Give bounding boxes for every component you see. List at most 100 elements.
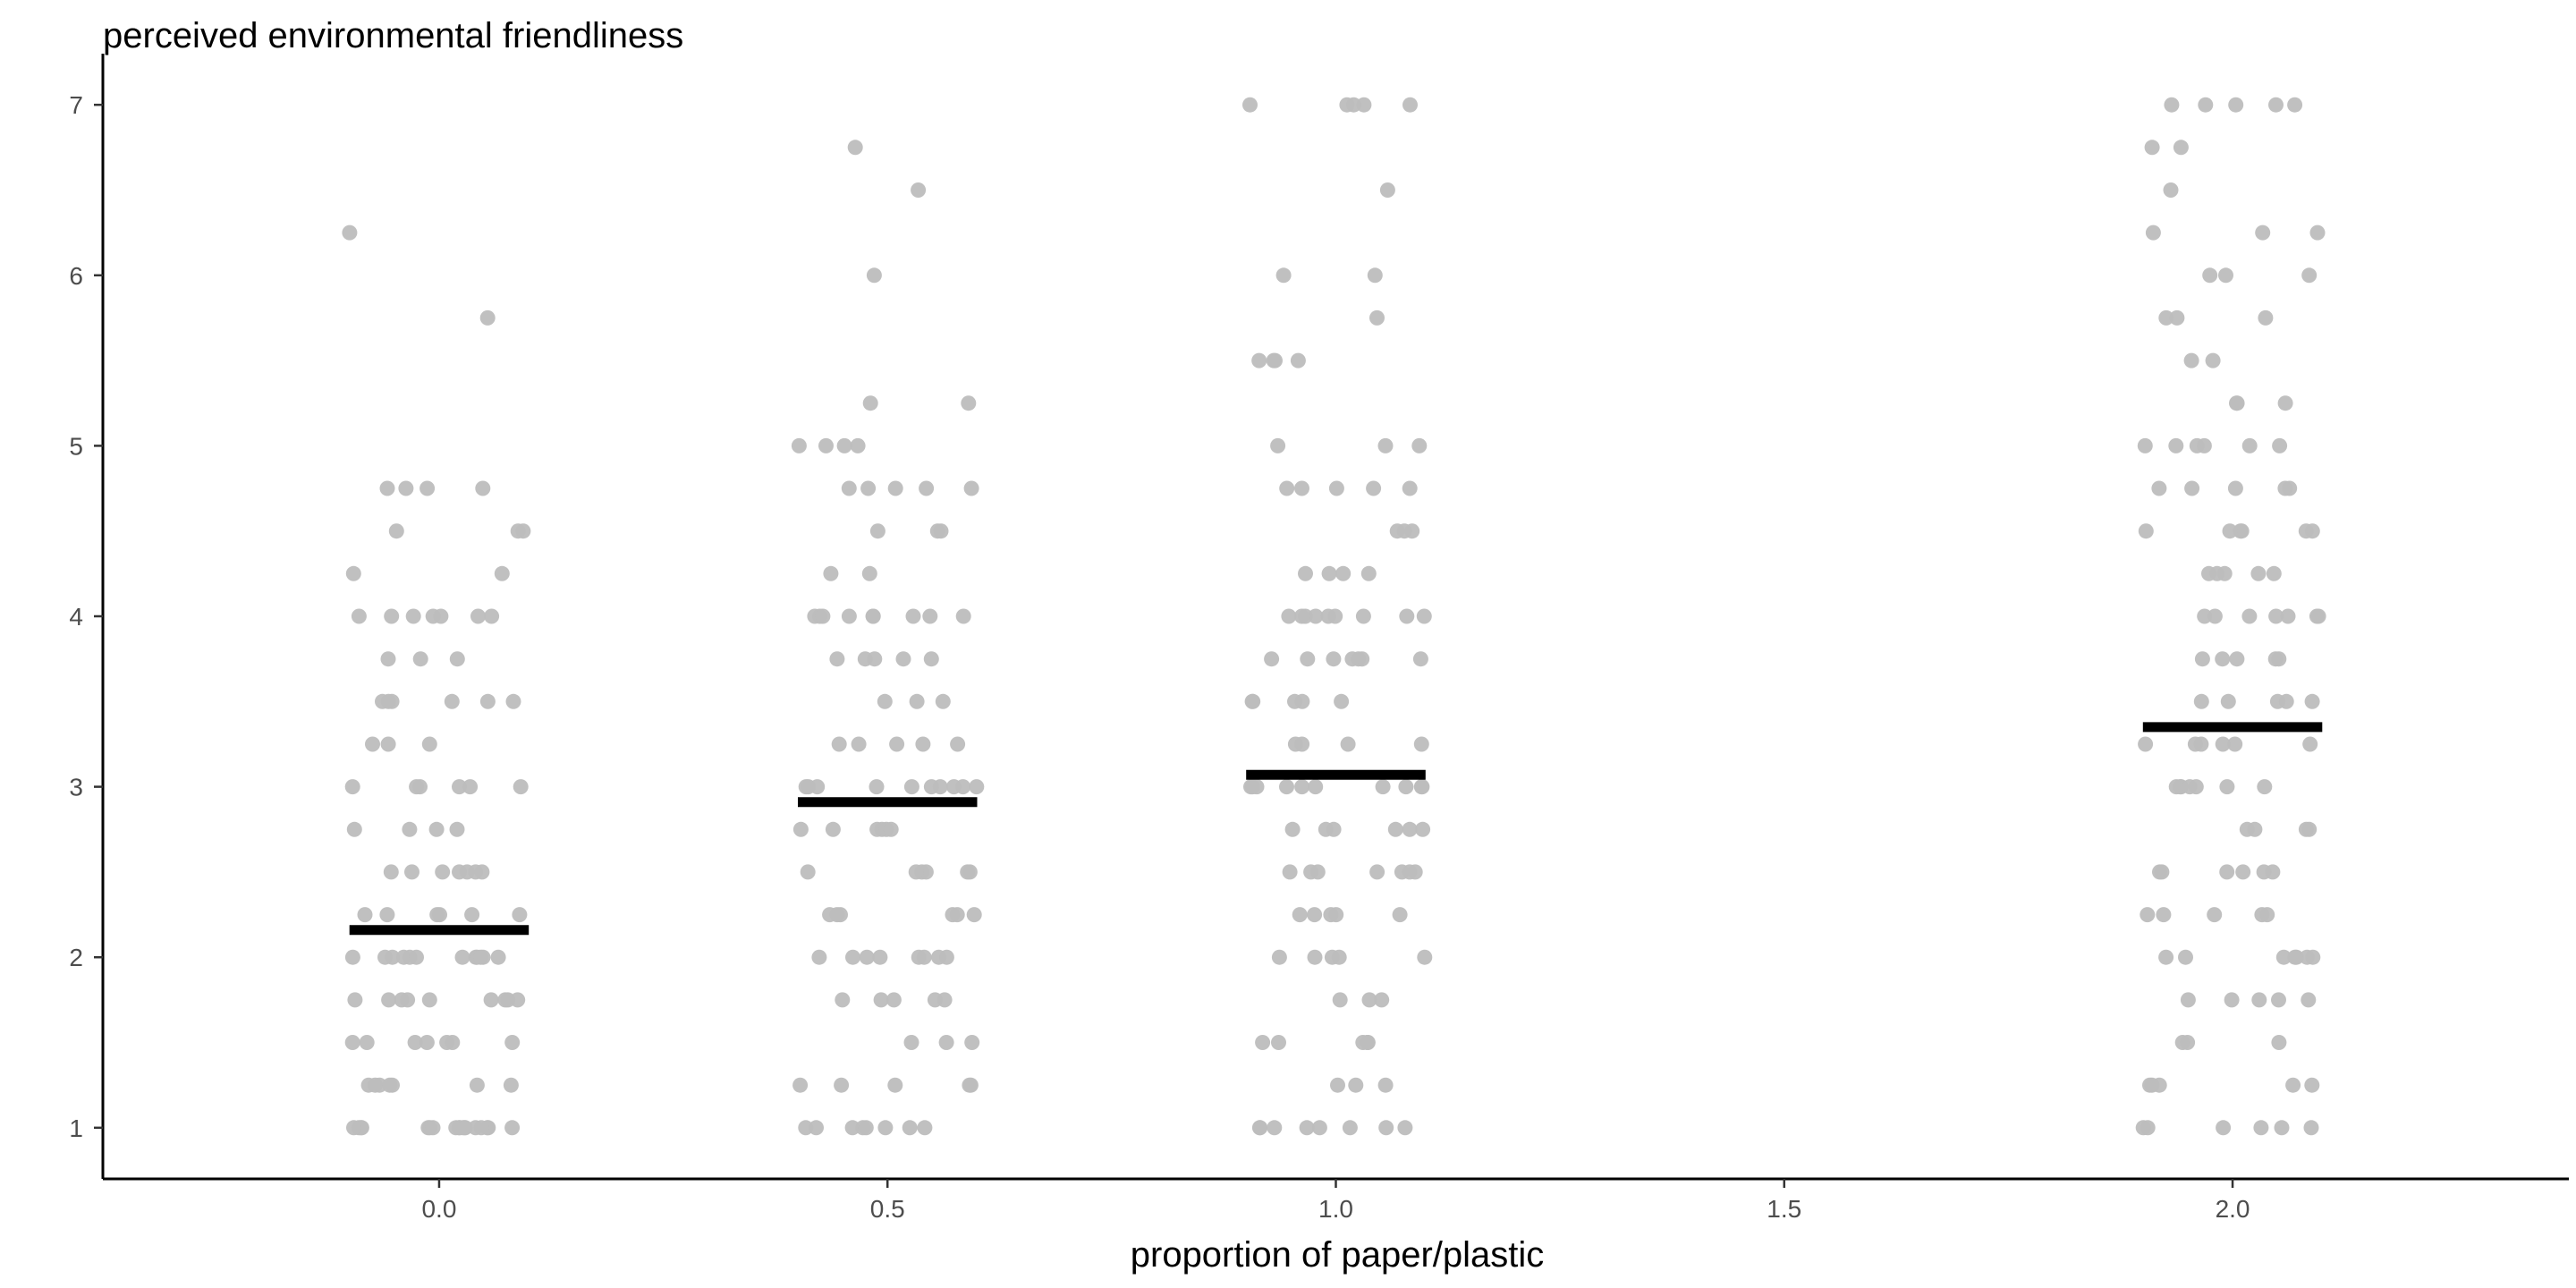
- data-point: [2229, 651, 2245, 667]
- data-point: [2196, 437, 2212, 453]
- data-point: [470, 608, 486, 624]
- x-axis-title: proportion of paper/plastic: [1131, 1235, 1545, 1275]
- data-point: [1282, 864, 1298, 880]
- data-point: [1417, 949, 1433, 965]
- data-points: [342, 97, 2326, 1136]
- data-point: [462, 779, 479, 795]
- data-point: [847, 140, 863, 156]
- data-point: [1366, 480, 1382, 496]
- data-point: [1270, 437, 1286, 453]
- data-point: [949, 907, 965, 923]
- data-point: [382, 1077, 398, 1093]
- data-point: [504, 1035, 521, 1050]
- data-point: [464, 907, 480, 923]
- data-point: [2158, 949, 2174, 965]
- data-point: [809, 1120, 824, 1136]
- data-point: [2287, 949, 2303, 965]
- data-point: [1402, 821, 1418, 837]
- data-point: [792, 821, 809, 837]
- data-point: [2158, 309, 2174, 326]
- data-point: [1402, 97, 1418, 113]
- data-point: [2271, 1035, 2287, 1050]
- data-point: [966, 907, 982, 923]
- data-point: [344, 779, 360, 795]
- data-point: [484, 608, 500, 624]
- data-point: [844, 1120, 860, 1136]
- data-point: [818, 437, 834, 453]
- data-point: [938, 1035, 954, 1050]
- data-point: [2301, 992, 2317, 1008]
- y-axis-title: perceived environmental friendliness: [103, 16, 683, 55]
- data-point: [872, 949, 888, 965]
- data-point: [2188, 779, 2204, 795]
- data-point: [359, 1035, 375, 1050]
- data-point: [344, 949, 360, 965]
- data-point: [963, 480, 979, 496]
- data-point: [836, 437, 852, 453]
- data-point: [405, 608, 421, 624]
- data-point: [2197, 608, 2213, 624]
- data-point: [2302, 736, 2318, 752]
- data-point: [831, 736, 847, 752]
- data-point: [2250, 565, 2267, 581]
- data-point: [342, 225, 358, 241]
- data-point: [1360, 565, 1377, 581]
- x-tick-label: 0.5: [870, 1195, 905, 1223]
- data-point: [2258, 309, 2274, 326]
- data-point: [2280, 608, 2296, 624]
- data-point: [829, 907, 845, 923]
- data-point: [409, 779, 425, 795]
- data-point: [2309, 225, 2326, 241]
- data-point: [883, 821, 899, 837]
- data-point: [955, 779, 971, 795]
- data-point: [961, 395, 977, 411]
- data-point: [384, 608, 400, 624]
- data-point: [457, 1120, 473, 1136]
- data-point: [400, 992, 416, 1008]
- data-point: [835, 992, 851, 1008]
- data-point: [1311, 1120, 1327, 1136]
- data-point: [2207, 907, 2223, 923]
- data-point: [1267, 352, 1283, 369]
- data-point: [1242, 97, 1258, 113]
- data-point: [421, 992, 437, 1008]
- x-tick-label: 0.0: [421, 1195, 456, 1223]
- data-point: [1307, 907, 1323, 923]
- data-point: [869, 523, 886, 539]
- data-point: [1267, 1120, 1283, 1136]
- data-point: [861, 565, 877, 581]
- x-tick-label: 1.5: [1767, 1195, 1801, 1223]
- data-point: [2144, 1077, 2160, 1093]
- data-point: [873, 992, 889, 1008]
- data-point: [905, 608, 921, 624]
- data-point: [2145, 225, 2161, 241]
- data-point: [505, 693, 521, 709]
- data-point: [887, 480, 903, 496]
- data-point: [1334, 693, 1350, 709]
- data-point: [1328, 480, 1344, 496]
- data-point: [398, 480, 414, 496]
- data-point: [1402, 480, 1418, 496]
- data-point: [915, 736, 931, 752]
- data-point: [2239, 821, 2255, 837]
- data-point: [494, 565, 510, 581]
- data-point: [2216, 1120, 2232, 1136]
- data-point: [2287, 97, 2303, 113]
- data-point: [903, 1035, 919, 1050]
- data-point: [1255, 1035, 1271, 1050]
- data-point: [449, 651, 465, 667]
- data-point: [2277, 395, 2293, 411]
- data-point: [503, 1077, 519, 1093]
- data-point: [1292, 907, 1308, 923]
- data-point: [1279, 480, 1295, 496]
- data-point: [452, 779, 467, 795]
- data-point: [1377, 1077, 1394, 1093]
- data-point: [908, 864, 924, 880]
- data-point: [407, 1035, 423, 1050]
- data-point: [1244, 779, 1260, 795]
- data-point: [859, 949, 875, 965]
- data-point: [365, 736, 380, 752]
- data-point: [866, 267, 882, 284]
- data-point: [2268, 97, 2284, 113]
- data-point: [2298, 821, 2314, 837]
